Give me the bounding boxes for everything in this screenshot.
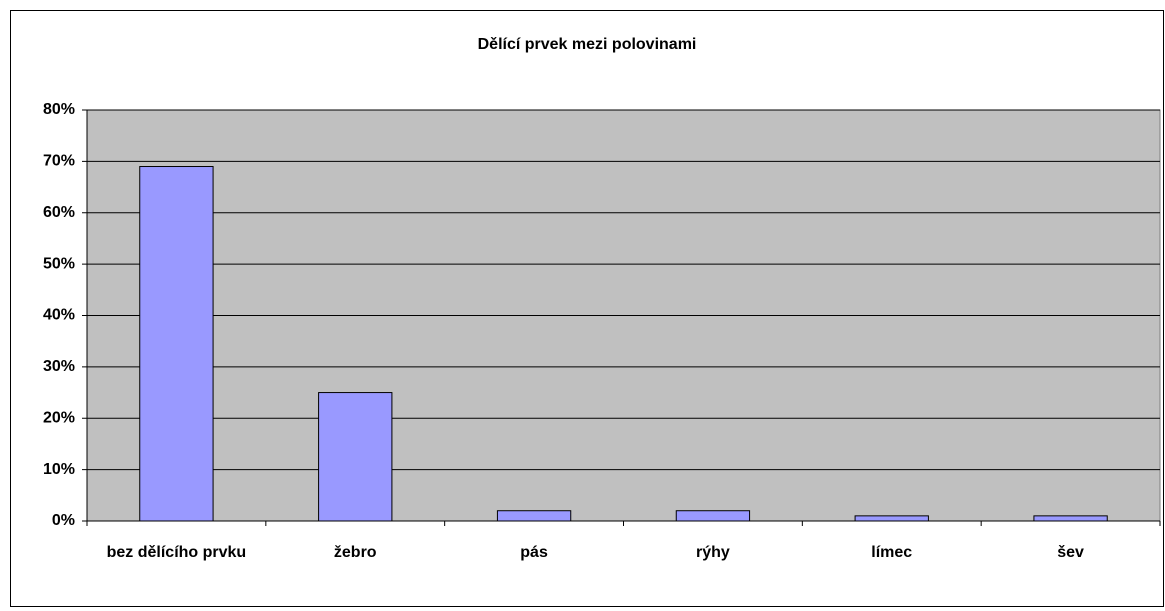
bar bbox=[318, 392, 393, 522]
x-tick-label: šev bbox=[1057, 544, 1084, 561]
y-tick-label: 30% bbox=[43, 358, 75, 375]
bar bbox=[139, 166, 214, 522]
chart-title: Dělící prvek mezi polovinami bbox=[478, 36, 697, 53]
y-tick-label: 50% bbox=[43, 255, 75, 272]
y-tick-label: 0% bbox=[52, 512, 75, 529]
bar bbox=[854, 515, 929, 522]
x-tick-label: límec bbox=[871, 544, 912, 561]
x-tick-label: žebro bbox=[334, 544, 377, 561]
y-tick-label: 80% bbox=[43, 101, 75, 118]
x-tick-label: pás bbox=[520, 544, 548, 561]
y-tick-label: 20% bbox=[43, 409, 75, 426]
y-tick-label: 70% bbox=[43, 153, 75, 170]
bar bbox=[675, 510, 751, 522]
x-tick-label: rýhy bbox=[696, 544, 730, 561]
bar bbox=[1033, 515, 1108, 522]
x-tick-label: bez dělícího prvku bbox=[107, 544, 247, 561]
bar bbox=[496, 510, 572, 522]
y-tick-label: 10% bbox=[43, 461, 75, 478]
y-tick-label: 60% bbox=[43, 204, 75, 221]
y-tick-label: 40% bbox=[43, 307, 75, 324]
